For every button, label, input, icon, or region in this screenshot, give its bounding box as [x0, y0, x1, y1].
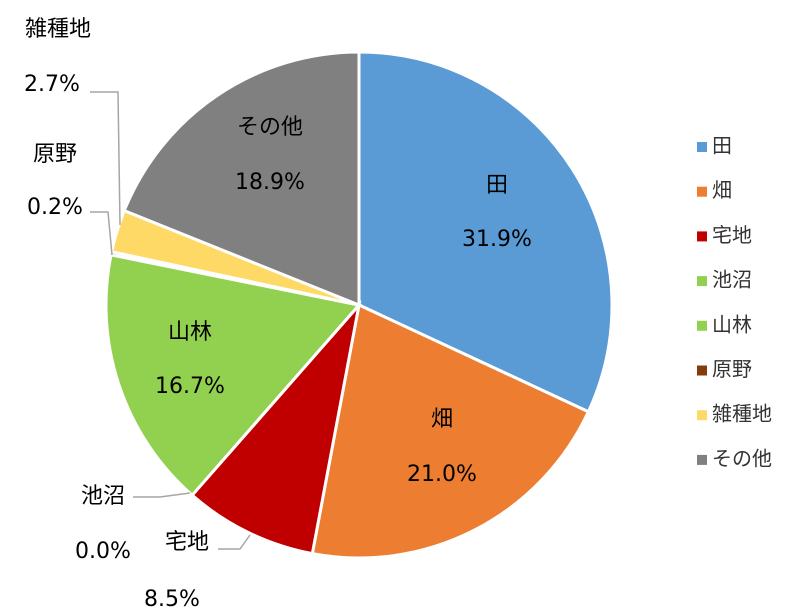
legend-label: その他 [712, 446, 772, 470]
legend-label: 雑種地 [712, 402, 772, 426]
data-label-name: 池沼 [81, 484, 125, 509]
legend-swatch [697, 365, 707, 376]
data-label-name: その他 [237, 115, 303, 140]
leader-line [133, 492, 191, 498]
legend-label: 畑 [712, 178, 732, 202]
pie-slice [122, 50, 361, 308]
data-label-value: 0.2% [27, 195, 83, 220]
pie-slice [357, 50, 614, 414]
leader-line [218, 534, 251, 550]
data-label-name: 山林 [168, 320, 212, 345]
data-label-name: 原野 [33, 142, 77, 167]
legend-swatch [697, 142, 707, 152]
legend-swatch [697, 454, 707, 465]
legend-swatch [697, 410, 707, 421]
legend-label: 山林 [712, 312, 752, 336]
legend-swatch [697, 276, 707, 287]
pie-slice [310, 302, 591, 560]
legend-label: 原野 [712, 357, 752, 381]
data-label-name: 畑 [431, 407, 453, 432]
legend-label: 池沼 [712, 268, 752, 292]
legend-label: 宅地 [712, 223, 752, 247]
data-label-value: 2.7% [24, 72, 80, 97]
data-label-name: 宅地 [165, 530, 209, 555]
data-label-value: 21.0% [407, 462, 477, 487]
leader-line [90, 91, 121, 226]
legend-swatch [697, 231, 707, 242]
data-label-name: 雑種地 [25, 17, 91, 42]
data-label-value: 18.9% [235, 170, 305, 195]
data-label-value: 8.5% [144, 587, 200, 608]
leader-line [90, 211, 113, 256]
legend-swatch [697, 320, 707, 331]
pie-slice [190, 299, 362, 556]
data-label-value: 31.9% [462, 227, 532, 252]
legend-swatch [697, 186, 707, 197]
data-label-value: 0.0% [75, 539, 131, 564]
legend-label: 田 [712, 134, 732, 158]
data-label-name: 田 [486, 173, 508, 198]
pie-slice [104, 253, 362, 498]
data-label-value: 16.7% [155, 374, 225, 399]
